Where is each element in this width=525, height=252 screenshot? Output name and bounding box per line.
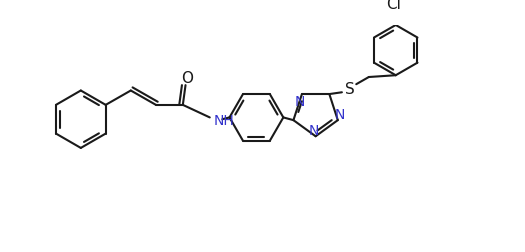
Text: S: S [345,82,355,97]
Text: O: O [181,71,193,86]
Text: N: N [295,95,306,109]
Text: N: N [334,107,345,121]
Text: Cl: Cl [386,0,402,12]
Text: NH: NH [213,114,234,128]
Text: N: N [309,123,319,137]
